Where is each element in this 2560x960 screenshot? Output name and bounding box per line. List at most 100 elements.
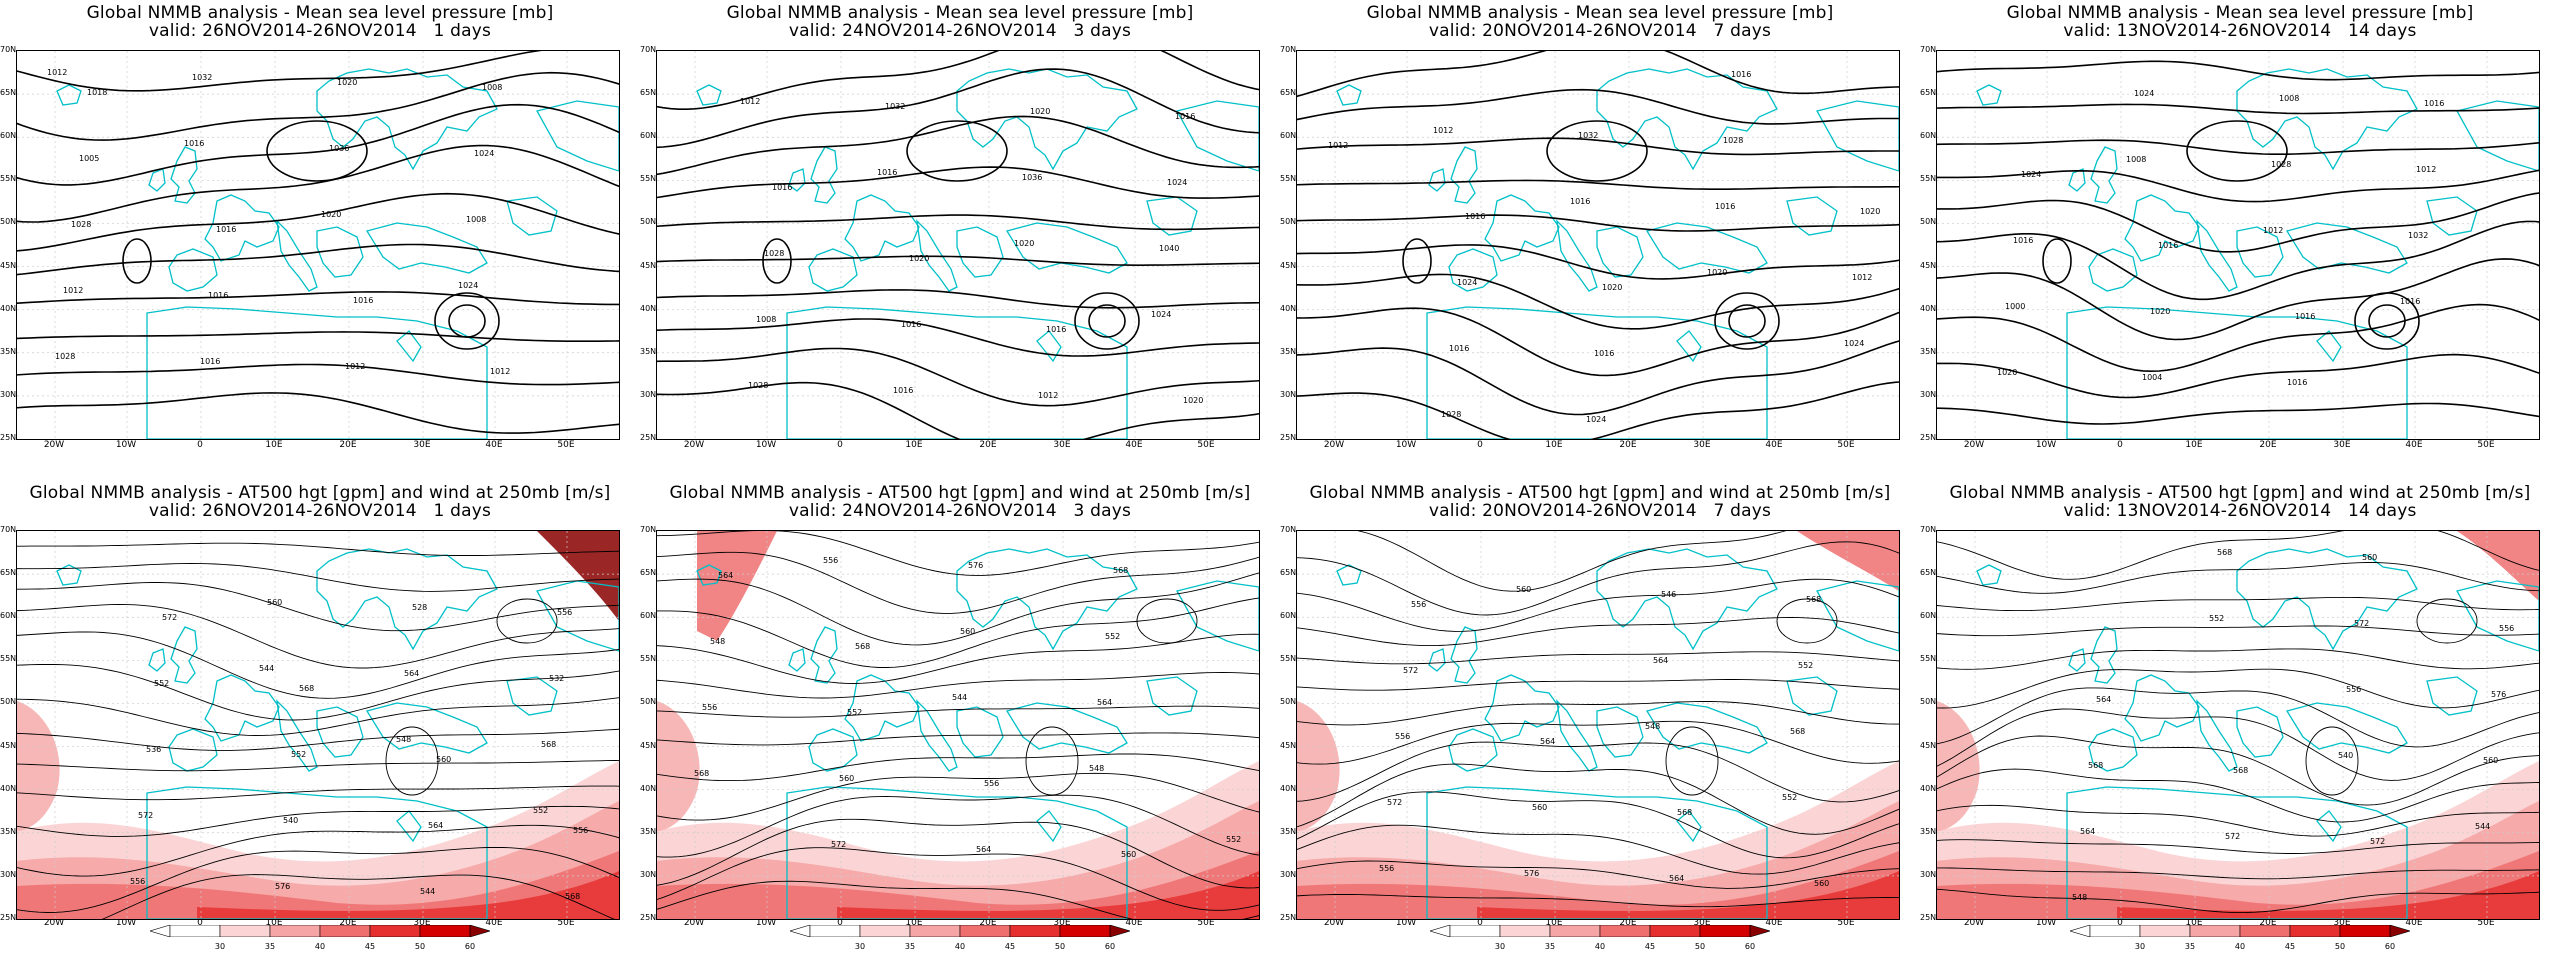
- closed-isoline: [762, 238, 792, 284]
- colorbar-arrow-right: [2389, 925, 2410, 937]
- isoline: [1297, 214, 1899, 232]
- lat-label: 55N: [640, 654, 657, 664]
- lon-label: 0: [197, 918, 203, 928]
- colorbar-label: 35: [1544, 942, 1556, 951]
- contour-label: 1020: [1860, 207, 1880, 216]
- coastline: [786, 786, 1128, 919]
- contour-label: 568: [2217, 548, 2232, 557]
- isoline: [1937, 839, 2539, 854]
- isoline: [1937, 768, 2539, 823]
- colorbar-segment: [369, 925, 421, 937]
- contour-label: 1016: [1046, 325, 1066, 334]
- contour-label: 1012: [490, 367, 510, 376]
- isoline: [1937, 596, 2539, 612]
- coastline: [316, 548, 498, 651]
- closed-isoline: [2186, 120, 2288, 182]
- coastline: [170, 626, 198, 684]
- colorbar-label: 45: [2284, 942, 2296, 951]
- contour-label: 552: [847, 708, 862, 717]
- isoline: [1937, 303, 2539, 373]
- isoline: [657, 531, 1259, 576]
- lat-label: 30N: [1920, 389, 1937, 399]
- contour-label: 1008: [756, 315, 776, 324]
- isoline: [17, 697, 619, 736]
- lon-label: 50E: [1837, 440, 1855, 450]
- contour-label: 568: [565, 892, 580, 901]
- contour-label: 548: [710, 637, 725, 646]
- lat-label: 50N: [1920, 697, 1937, 707]
- lat-label: 35N: [1920, 346, 1937, 356]
- contour-label: 556: [557, 608, 572, 617]
- contour-label: 1032: [2408, 231, 2428, 240]
- lat-label: 40N: [0, 303, 17, 313]
- isoline: [17, 144, 619, 223]
- contour-label: 1032: [885, 102, 905, 111]
- panel-title: Global NMMB analysis - AT500 hgt [gpm] a…: [1920, 484, 2560, 520]
- wind-speed-shading: [657, 701, 700, 831]
- contour-label: 540: [283, 816, 298, 825]
- panel-title: Global NMMB analysis - AT500 hgt [gpm] a…: [1280, 484, 1920, 520]
- contour-label: 540: [2338, 751, 2353, 760]
- coastline: [2456, 100, 2539, 172]
- contour-label: 1024: [1167, 178, 1187, 187]
- lat-label: 70N: [640, 45, 657, 54]
- map-panel-6: Global NMMB analysis - AT500 hgt [gpm] a…: [640, 480, 1280, 960]
- isoline: [17, 759, 619, 772]
- coastline: [2068, 648, 2086, 672]
- colorbar-segment: [2289, 925, 2341, 937]
- closed-isoline: [1402, 238, 1432, 284]
- contour-label: 568: [855, 642, 870, 651]
- lat-label: 45N: [640, 740, 657, 750]
- coastline: [2124, 194, 2200, 262]
- isoline: [17, 392, 619, 434]
- contour-label: 556: [1379, 864, 1394, 873]
- colorbar-label: 50: [1694, 942, 1706, 951]
- lat-label: 25N: [640, 913, 657, 922]
- map-frame: 1012 1016 1020 1024 1028 1032 1016 1012 1016 1024…: [1296, 50, 1900, 440]
- isoline: [657, 633, 1259, 684]
- panel-valid-text: valid: 26NOV2014-26NOV2014 1 days: [148, 501, 492, 521]
- map-panel-4: Global NMMB analysis - Mean sea level pr…: [1920, 0, 2560, 480]
- isoline: [657, 672, 1259, 699]
- coastline: [365, 702, 488, 754]
- contour-label: 552: [1798, 661, 1813, 670]
- contour-label: 1012: [1433, 126, 1453, 135]
- lat-label: 55N: [0, 654, 17, 664]
- isoline: [657, 794, 1259, 858]
- coastline: [146, 306, 488, 439]
- lat-label: 50N: [1280, 217, 1297, 227]
- contour-label: 560: [2362, 553, 2377, 562]
- isoline: [657, 68, 1259, 149]
- lat-label: 65N: [1280, 88, 1297, 98]
- lon-label: 10E: [905, 440, 923, 450]
- contour-label: 552: [1782, 793, 1797, 802]
- colorbar-label: 35: [904, 942, 916, 951]
- isoline: [1937, 258, 2539, 341]
- contour-label: 1020: [1183, 396, 1203, 405]
- panel-title-text: Global NMMB analysis - Mean sea level pr…: [2006, 3, 2474, 23]
- contour-label: 1032: [1578, 131, 1598, 140]
- contour-label: 560: [436, 755, 451, 764]
- coastline: [1596, 706, 1644, 758]
- panel-valid-text: valid: 24NOV2014-26NOV2014 3 days: [788, 21, 1132, 41]
- isoline: [657, 115, 1259, 176]
- contour-label: 568: [2088, 761, 2103, 770]
- isoline: [17, 604, 619, 669]
- map-panel-1: Global NMMB analysis - Mean sea level pr…: [0, 0, 640, 480]
- wind-colorbar: [790, 925, 1130, 937]
- coastline: [396, 810, 422, 843]
- coastline: [1645, 222, 1768, 274]
- isoline: [1297, 578, 1899, 632]
- contour-label: 1016: [893, 386, 913, 395]
- coastline: [1336, 564, 1362, 586]
- contour-label: 546: [1661, 590, 1676, 599]
- lat-label: 50N: [0, 217, 17, 227]
- contour-label: 556: [823, 556, 838, 565]
- lat-label: 25N: [1280, 913, 1297, 922]
- contour-label: 1024: [1457, 278, 1477, 287]
- coastline: [956, 706, 1004, 758]
- lon-label: 40E: [485, 918, 503, 928]
- isoline: [657, 753, 1259, 782]
- map-frame: 544 548 552 556 560 564 568 572 576 552 556 560 564 5…: [656, 530, 1260, 920]
- map-frame: 544 548 552 556 560 564 568 572 576 528 532 536 540 5…: [16, 530, 620, 920]
